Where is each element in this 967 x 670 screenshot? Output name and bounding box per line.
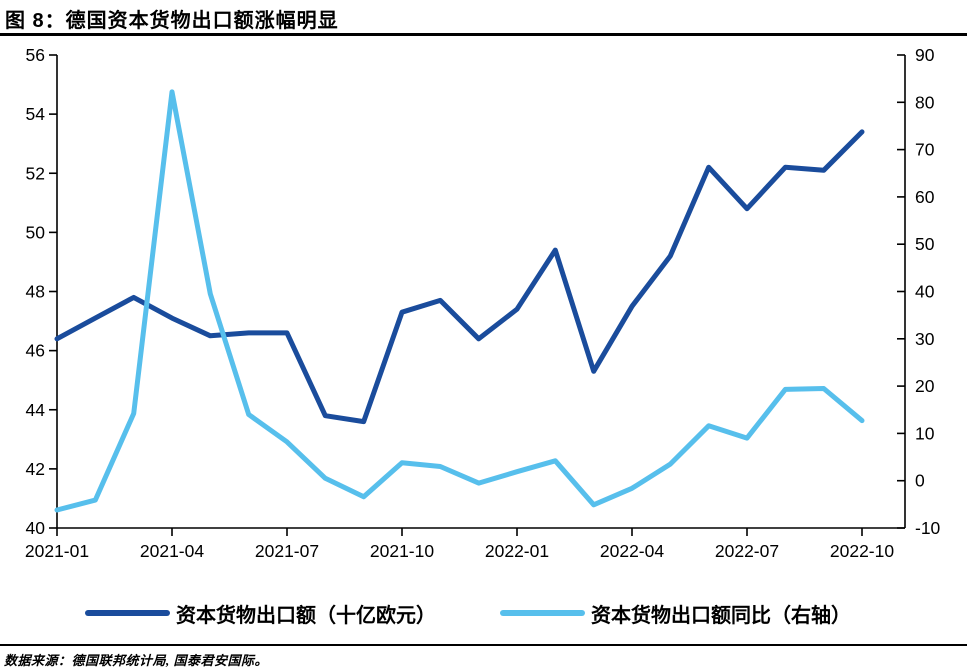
y-axis-right-tick-label: 0 bbox=[915, 471, 925, 491]
chart-canvas: 56 54 52 50 48 46 44 42 40 90 80 70 60 50 40 30 20 10 0 -10… bbox=[25, 45, 941, 561]
yoy-line-swatch bbox=[500, 610, 585, 616]
y-axis-right-tick-label: 50 bbox=[915, 234, 935, 254]
x-axis-tick-label: 2021-10 bbox=[370, 541, 434, 561]
y-axis-right-tick-label: 80 bbox=[915, 92, 935, 112]
legend-label-exports: 资本货物出口额（十亿欧元） bbox=[176, 604, 436, 627]
x-axis-tick-label: 2022-01 bbox=[485, 541, 549, 561]
y-axis-left-tick-label: 46 bbox=[26, 341, 45, 361]
y-axis-right-tick-label: 10 bbox=[915, 423, 935, 443]
y-axis-right-tick-label: 70 bbox=[915, 140, 935, 160]
y-axis-left-tick-label: 42 bbox=[26, 459, 45, 479]
y-axis-left-tick-label: 54 bbox=[26, 104, 46, 124]
legend-label-yoy: 资本货物出口额同比（右轴） bbox=[591, 604, 851, 627]
footer-rule bbox=[0, 644, 967, 646]
x-axis-tick-label: 2022-10 bbox=[830, 541, 894, 561]
y-axis-right-tick-label: 40 bbox=[915, 282, 935, 302]
y-axis-right-tick-label: 60 bbox=[915, 187, 935, 207]
y-axis-right-tick-label: 30 bbox=[915, 329, 935, 349]
y-axis-left-tick-label: 50 bbox=[26, 222, 46, 242]
y-axis-right-tick-label: 90 bbox=[915, 45, 935, 65]
chart-legend: 资本货物出口额（十亿欧元） 资本货物出口额同比（右轴） bbox=[0, 597, 967, 629]
legend-item-yoy: 资本货物出口额同比（右轴） bbox=[500, 599, 851, 628]
x-axis-tick-label: 2021-07 bbox=[255, 541, 319, 561]
y-axis-left-tick-label: 52 bbox=[26, 163, 45, 183]
source-note: 数据来源：德国联邦统计局, 国泰君安国际。 bbox=[4, 653, 269, 668]
x-axis-tick-label: 2022-07 bbox=[715, 541, 779, 561]
y-axis-right-tick-label: 20 bbox=[915, 376, 935, 396]
x-axis-tick-label: 2022-04 bbox=[600, 541, 664, 561]
series-line-yoy bbox=[54, 89, 865, 513]
series-line-exports bbox=[54, 129, 865, 425]
title-underline bbox=[0, 33, 967, 36]
y-axis-left-tick-label: 40 bbox=[26, 518, 46, 538]
y-axis-left-tick-label: 56 bbox=[26, 45, 45, 65]
chart-title: 图 8：德国资本货物出口额涨幅明显 bbox=[5, 10, 339, 32]
y-axis-right-tick-label: -10 bbox=[915, 518, 941, 538]
x-axis-tick-label: 2021-01 bbox=[25, 541, 89, 561]
exports-line-swatch bbox=[85, 610, 170, 616]
y-axis-left-tick-label: 44 bbox=[26, 400, 46, 420]
y-axis-left-tick-label: 48 bbox=[26, 282, 45, 302]
legend-item-exports: 资本货物出口额（十亿欧元） bbox=[85, 599, 436, 628]
x-axis-tick-label: 2021-04 bbox=[140, 541, 204, 561]
